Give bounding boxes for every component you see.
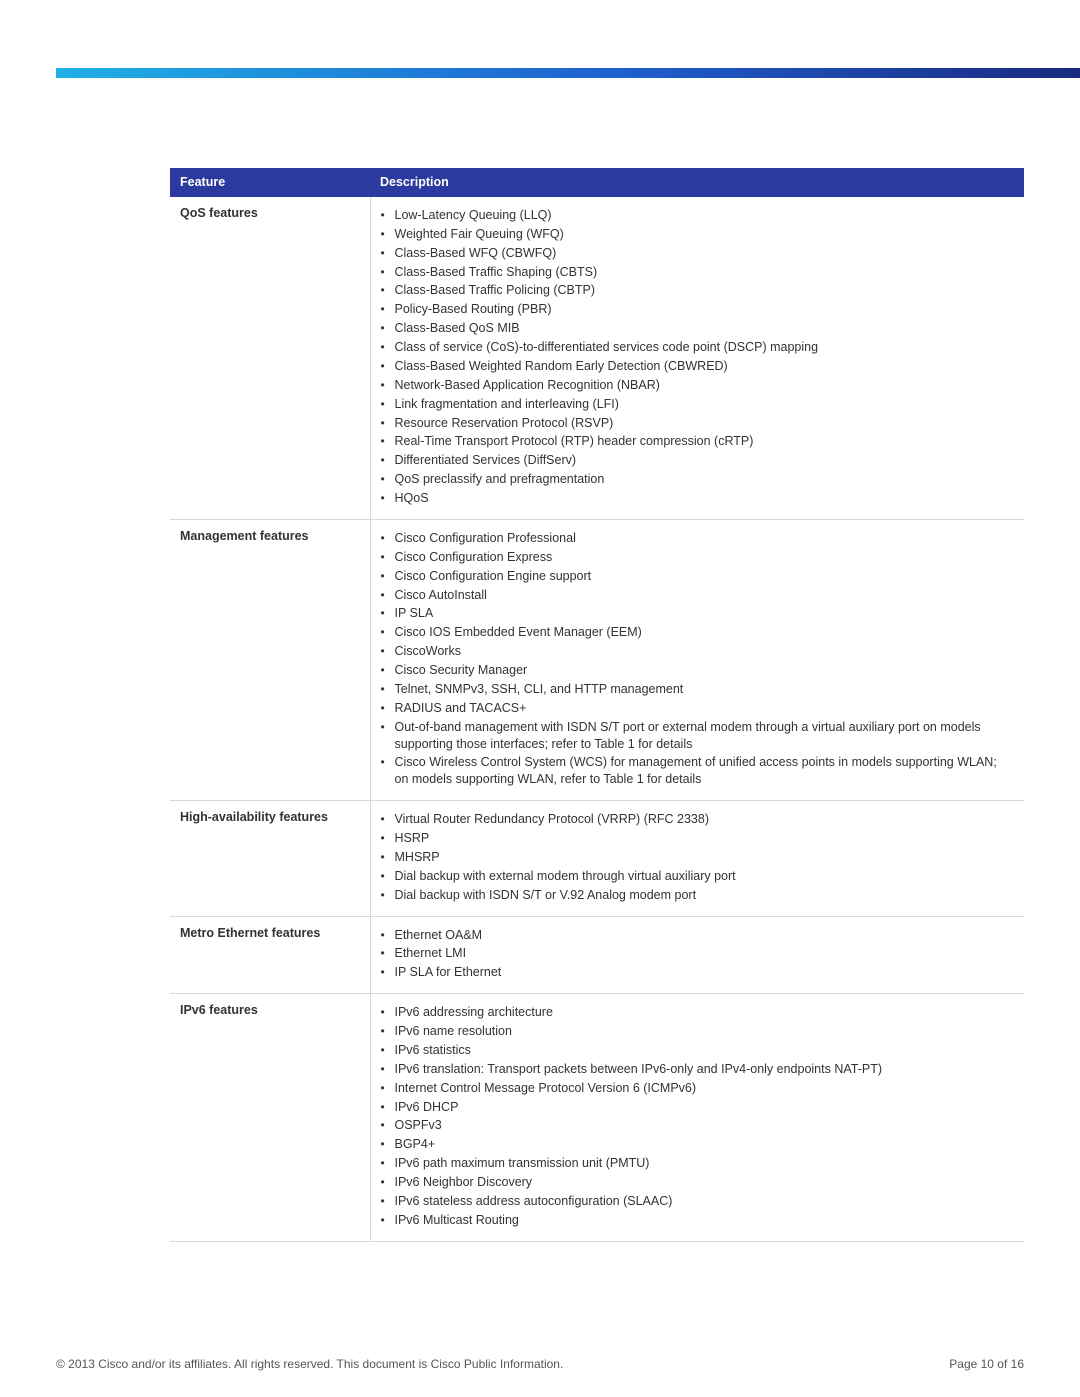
header-gradient-bar: [56, 68, 1080, 78]
list-item: Low-Latency Queuing (LLQ): [381, 207, 1015, 224]
feature-cell: QoS features: [170, 197, 370, 520]
feature-cell: High-availability features: [170, 801, 370, 916]
list-item: IPv6 DHCP: [381, 1099, 1015, 1116]
list-item: IPv6 stateless address autoconfiguration…: [381, 1193, 1015, 1210]
description-cell: Virtual Router Redundancy Protocol (VRRP…: [370, 801, 1024, 916]
list-item: Dial backup with ISDN S/T or V.92 Analog…: [381, 887, 1015, 904]
list-item: RADIUS and TACACS+: [381, 700, 1015, 717]
bullet-list: Virtual Router Redundancy Protocol (VRRP…: [381, 811, 1015, 903]
bullet-list: Low-Latency Queuing (LLQ) Weighted Fair Q…: [381, 207, 1015, 507]
list-item: Link fragmentation and interleaving (LFI…: [381, 396, 1015, 413]
list-item: CiscoWorks: [381, 643, 1015, 660]
list-item: Virtual Router Redundancy Protocol (VRRP…: [381, 811, 1015, 828]
list-item: IP SLA: [381, 605, 1015, 622]
list-item: Differentiated Services (DiffServ): [381, 452, 1015, 469]
footer-copyright: © 2013 Cisco and/or its affiliates. All …: [56, 1357, 563, 1371]
list-item: Class-Based Traffic Shaping (CBTS): [381, 264, 1015, 281]
list-item: Out-of-band management with ISDN S/T por…: [381, 719, 1015, 753]
description-cell: Cisco Configuration Professional Cisco Co…: [370, 519, 1024, 800]
bullet-list: IPv6 addressing architecture IPv6 name re…: [381, 1004, 1015, 1229]
description-cell: IPv6 addressing architecture IPv6 name re…: [370, 994, 1024, 1242]
list-item: Weighted Fair Queuing (WFQ): [381, 226, 1015, 243]
list-item: OSPFv3: [381, 1117, 1015, 1134]
col-header-feature: Feature: [170, 168, 370, 197]
list-item: IPv6 translation: Transport packets betw…: [381, 1061, 1015, 1078]
table-row: High-availability features Virtual Router…: [170, 801, 1024, 916]
footer-page-number: Page 10 of 16: [949, 1357, 1024, 1371]
table-body: QoS features Low-Latency Queuing (LLQ) Wei…: [170, 197, 1024, 1241]
list-item: IPv6 Neighbor Discovery: [381, 1174, 1015, 1191]
list-item: Resource Reservation Protocol (RSVP): [381, 415, 1015, 432]
list-item: Class-Based Weighted Random Early Detect…: [381, 358, 1015, 375]
list-item: Ethernet LMI: [381, 945, 1015, 962]
list-item: Cisco Wireless Control System (WCS) for …: [381, 754, 1015, 788]
description-cell: Low-Latency Queuing (LLQ) Weighted Fair Q…: [370, 197, 1024, 520]
description-cell: Ethernet OA&MEthernet LMI IP SLA for Ethe…: [370, 916, 1024, 994]
list-item: HSRP: [381, 830, 1015, 847]
table-row: IPv6 featuresIPv6 addressing architectur…: [170, 994, 1024, 1242]
list-item: Internet Control Message Protocol Versio…: [381, 1080, 1015, 1097]
list-item: IPv6 name resolution: [381, 1023, 1015, 1040]
list-item: Real-Time Transport Protocol (RTP) heade…: [381, 433, 1015, 450]
list-item: Class-Based WFQ (CBWFQ): [381, 245, 1015, 262]
list-item: IP SLA for Ethernet: [381, 964, 1015, 981]
list-item: Cisco IOS Embedded Event Manager (EEM): [381, 624, 1015, 641]
col-header-description: Description: [370, 168, 1024, 197]
list-item: QoS preclassify and prefragmentation: [381, 471, 1015, 488]
list-item: IPv6 Multicast Routing: [381, 1212, 1015, 1229]
content-area: Feature Description QoS featuresLow-Late…: [0, 0, 1080, 1242]
list-item: HQoS: [381, 490, 1015, 507]
feature-cell: Metro Ethernet features: [170, 916, 370, 994]
table-row: QoS features Low-Latency Queuing (LLQ) Wei…: [170, 197, 1024, 520]
list-item: Cisco Security Manager: [381, 662, 1015, 679]
bullet-list: Cisco Configuration Professional Cisco Co…: [381, 530, 1015, 788]
feature-cell: IPv6 features: [170, 994, 370, 1242]
list-item: Cisco Configuration Engine support: [381, 568, 1015, 585]
feature-cell: Management features: [170, 519, 370, 800]
page: Feature Description QoS featuresLow-Late…: [0, 0, 1080, 1397]
list-item: Class of service (CoS)-to-differentiated…: [381, 339, 1015, 356]
list-item: Cisco AutoInstall: [381, 587, 1015, 604]
list-item: IPv6 path maximum transmission unit (PMT…: [381, 1155, 1015, 1172]
list-item: Cisco Configuration Express: [381, 549, 1015, 566]
list-item: Telnet, SNMPv3, SSH, CLI, and HTTP manag…: [381, 681, 1015, 698]
list-item: Cisco Configuration Professional: [381, 530, 1015, 547]
feature-table: Feature Description QoS featuresLow-Late…: [170, 168, 1024, 1242]
list-item: Network-Based Application Recognition (N…: [381, 377, 1015, 394]
table-row: Metro Ethernet featuresEthernet OA&MEthe…: [170, 916, 1024, 994]
table-header-row: Feature Description: [170, 168, 1024, 197]
list-item: BGP4+: [381, 1136, 1015, 1153]
list-item: MHSRP: [381, 849, 1015, 866]
list-item: IPv6 addressing architecture: [381, 1004, 1015, 1021]
table-row: Management featuresCisco Configuration P…: [170, 519, 1024, 800]
list-item: Ethernet OA&M: [381, 927, 1015, 944]
list-item: Class-Based QoS MIB: [381, 320, 1015, 337]
list-item: Policy-Based Routing (PBR): [381, 301, 1015, 318]
list-item: Class-Based Traffic Policing (CBTP): [381, 282, 1015, 299]
page-footer: © 2013 Cisco and/or its affiliates. All …: [56, 1357, 1024, 1371]
bullet-list: Ethernet OA&MEthernet LMI IP SLA for Ethe…: [381, 927, 1015, 982]
list-item: Dial backup with external modem through …: [381, 868, 1015, 885]
list-item: IPv6 statistics: [381, 1042, 1015, 1059]
